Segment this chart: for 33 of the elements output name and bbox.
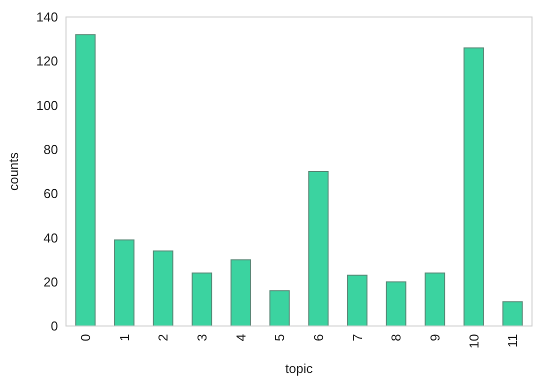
bar: [230, 259, 251, 326]
bar: [269, 290, 290, 326]
bar: [347, 274, 368, 326]
bar: [464, 47, 484, 326]
y-tick-label: 140: [36, 10, 58, 25]
y-tick-label: 100: [36, 98, 58, 113]
y-tick-label: 120: [36, 54, 58, 69]
x-tick-label: 2: [156, 334, 171, 342]
x-tick-label: 10: [466, 334, 482, 348]
bar: [502, 301, 523, 326]
bar: [75, 34, 96, 326]
bar: [386, 281, 406, 326]
y-tick-label: 20: [44, 274, 58, 290]
x-tick-label: 6: [310, 334, 326, 342]
y-tick-label: 40: [44, 230, 58, 246]
bar: [152, 250, 174, 326]
bar: [424, 272, 446, 326]
bar: [308, 171, 329, 326]
x-axis-title: topic: [285, 361, 314, 376]
x-tick-label: 9: [427, 334, 442, 342]
y-axis-title: counts: [6, 152, 21, 191]
bar: [114, 239, 134, 326]
x-tick-label: 0: [78, 334, 93, 342]
x-tick-label: 4: [233, 334, 248, 342]
x-tick-label: 5: [272, 334, 288, 342]
y-tick-label: 60: [44, 186, 58, 202]
x-tick-label: 1: [116, 334, 132, 342]
x-tick-label: 11: [505, 334, 520, 348]
x-tick-label: 8: [388, 334, 404, 342]
x-tick-label: 7: [350, 334, 365, 342]
x-tick-label: 3: [194, 334, 210, 342]
bar: [192, 272, 212, 326]
y-tick-label: 80: [44, 142, 58, 157]
